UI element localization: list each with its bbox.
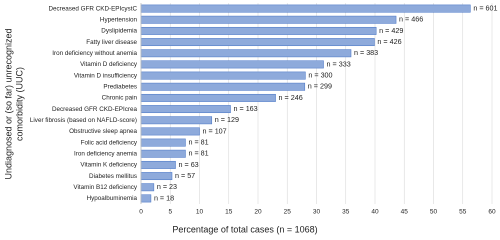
bar (140, 138, 186, 147)
value-label: n = 466 (399, 15, 423, 24)
y-tick-label: Iron deficiency without anemia (52, 50, 137, 57)
y-tick-label: Chronic pain (102, 95, 138, 102)
y-tick-label: Vitamin B12 deficiency (73, 184, 137, 191)
bar (140, 172, 173, 181)
y-tick-label: Hypertension (100, 16, 138, 23)
x-tick-label: 10 (196, 209, 204, 216)
bar (140, 15, 397, 24)
value-label: n = 383 (354, 48, 378, 57)
value-label: n = 18 (154, 193, 174, 202)
x-tick-label: 50 (430, 209, 438, 216)
y-tick-label: Vitamin D insufficiency (74, 72, 138, 79)
value-label: n = 129 (215, 115, 239, 124)
y-tick-label: Folic acid deficiency (81, 139, 138, 146)
y-tick-label: Fatty liver disease (86, 39, 137, 46)
bar (140, 160, 176, 169)
value-label: n = 107 (203, 126, 227, 135)
value-label: n = 429 (379, 26, 403, 35)
bar (140, 71, 306, 80)
x-tick-label: 20 (254, 209, 262, 216)
value-label: n = 601 (473, 3, 497, 12)
bar (140, 149, 186, 158)
x-tick-label: 40 (371, 209, 379, 216)
bar (140, 127, 200, 136)
bar (140, 183, 155, 192)
value-label: n = 300 (308, 70, 332, 79)
x-tick-label: 30 (313, 209, 321, 216)
bar (140, 49, 352, 58)
value-label: n = 299 (308, 82, 332, 91)
value-label: n = 426 (377, 37, 401, 46)
x-tick-label: 5 (168, 209, 172, 216)
value-label: n = 163 (234, 104, 258, 113)
x-tick-label: 25 (284, 209, 292, 216)
x-tick-label: 60 (488, 209, 496, 216)
y-tick-label: Decreased GFR CKD-EPIcrea (52, 106, 138, 113)
bar (140, 105, 231, 114)
x-tick-label: 55 (459, 209, 467, 216)
bar (140, 194, 152, 203)
bar (140, 116, 213, 125)
y-axis-title: Undiagnosed or (so far) unrecognized (3, 28, 13, 179)
value-label: n = 81 (188, 137, 208, 146)
value-label: n = 333 (327, 59, 351, 68)
y-tick-label: Vitamin K deficiency (80, 162, 137, 169)
y-tick-label: Liver fibrosis (based on NAFLD-score) (30, 117, 137, 124)
y-tick-label: Dyslipidemia (101, 28, 137, 35)
value-label: n = 63 (179, 160, 199, 169)
value-label: n = 246 (279, 93, 303, 102)
x-tick-label: 35 (342, 209, 350, 216)
y-tick-label: Prediabetes (103, 83, 137, 90)
x-tick-label: 0 (139, 209, 143, 216)
value-label: n = 57 (175, 171, 195, 180)
y-tick-label: Decreased GFR CKD-EPIcystC (48, 5, 137, 12)
x-tick-label: 45 (401, 209, 409, 216)
y-tick-label: Iron deficiency anemia (74, 150, 138, 157)
value-label: n = 23 (157, 182, 177, 191)
bar (140, 26, 377, 35)
y-tick-label: Obstructive sleep apnea (69, 128, 137, 135)
y-tick-label: Hypoalbuminemia (87, 195, 138, 202)
y-axis-title: comorbidity (UUC) (14, 67, 24, 141)
bar (140, 60, 324, 69)
x-tick-label: 15 (225, 209, 233, 216)
bar (140, 93, 276, 102)
value-label: n = 81 (188, 149, 208, 158)
bar (140, 82, 306, 91)
bar (140, 4, 471, 13)
y-tick-label: Diabetes mellitus (89, 173, 137, 180)
y-tick-label: Vitamin D deficiency (80, 61, 138, 68)
bar (140, 38, 375, 47)
x-axis-title: Percentage of total cases (n = 1068) (172, 224, 317, 234)
